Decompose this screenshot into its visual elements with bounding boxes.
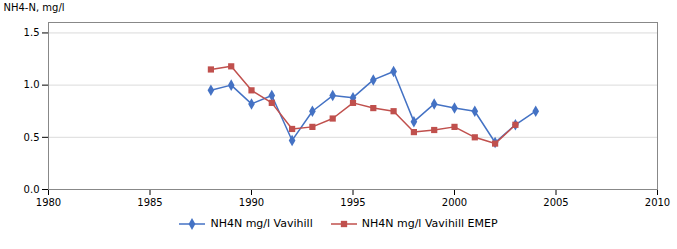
html-text:NH4N mg/l Vavihill: NH4N mg/l Vavihill [210,217,313,230]
svg-text:2000: 2000 [442,197,467,208]
svg-text:1995: 1995 [340,197,365,208]
svg-text:1.5: 1.5 [24,27,40,38]
svg-text:0.5: 0.5 [24,132,40,143]
svg-text:1985: 1985 [137,197,162,208]
svg-text:NH4-N, mg/l: NH4-N, mg/l [4,2,65,13]
svg-text:1980: 1980 [36,197,61,208]
svg-text:0.0: 0.0 [24,184,40,195]
svg-text:1990: 1990 [239,197,264,208]
svg-text:2010: 2010 [645,197,670,208]
svg-text:1.0: 1.0 [24,79,40,90]
html-text:NH4N mg/l Vavihill EMEP: NH4N mg/l Vavihill EMEP [361,217,498,230]
svg-text:2005: 2005 [543,197,568,208]
